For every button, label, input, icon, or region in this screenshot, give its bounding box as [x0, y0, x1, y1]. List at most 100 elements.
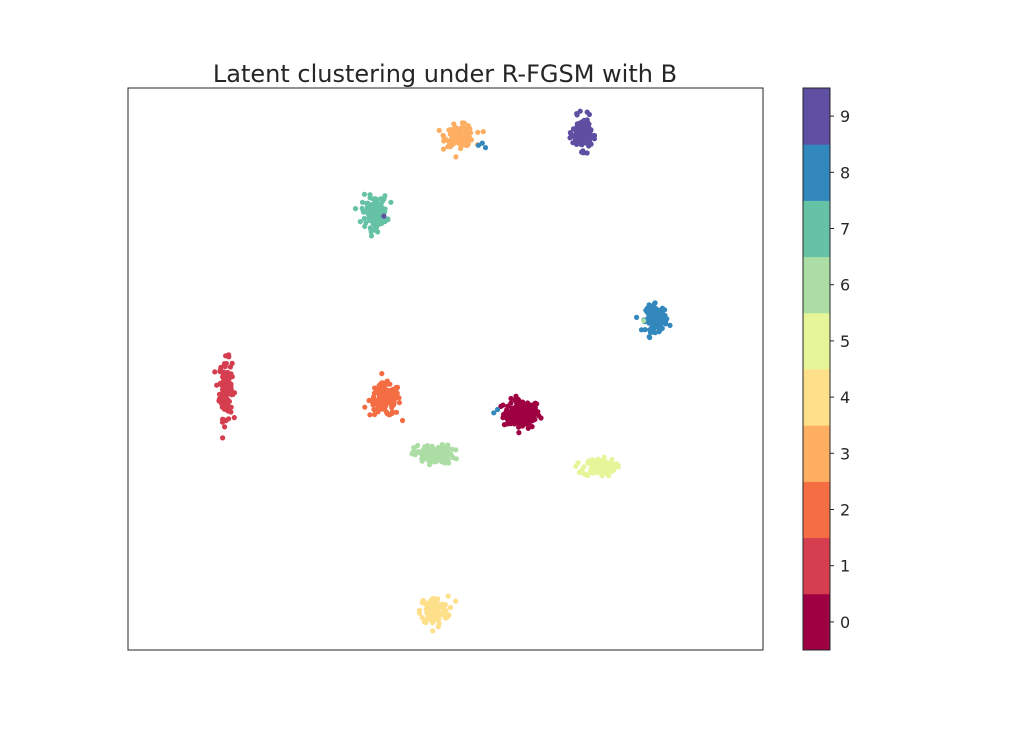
colorbar-ticks: 0 1 2 3 4 5 6 7 8 9 [830, 107, 850, 632]
data-point [220, 435, 226, 441]
data-point [578, 133, 584, 139]
cluster-7 [352, 191, 394, 239]
data-point [371, 406, 377, 413]
data-point [378, 220, 385, 227]
data-point [420, 600, 426, 606]
data-point [425, 601, 431, 607]
data-point [368, 233, 375, 239]
data-point [417, 450, 423, 456]
data-point [509, 413, 515, 419]
data-point [229, 360, 235, 366]
data-point [220, 379, 226, 385]
data-point [601, 454, 607, 460]
data-point [610, 467, 616, 473]
scatter-points [212, 108, 673, 634]
data-point [452, 132, 459, 138]
data-point [361, 215, 367, 222]
data-point [366, 397, 372, 404]
outlier-point [453, 598, 459, 604]
data-point [424, 610, 430, 616]
cluster-9 [567, 108, 598, 156]
data-point [370, 196, 376, 202]
data-point [409, 451, 415, 457]
data-point [576, 469, 582, 476]
data-point [458, 145, 464, 152]
data-point [467, 126, 473, 132]
data-point [231, 390, 238, 396]
data-point [647, 329, 654, 336]
data-point [529, 424, 535, 430]
cluster-6 [409, 441, 459, 468]
data-point [508, 395, 514, 402]
data-point [368, 229, 374, 235]
data-point [529, 410, 536, 416]
cluster-5 [573, 454, 621, 479]
data-point [646, 302, 652, 308]
data-point [604, 463, 610, 469]
data-point [221, 400, 227, 406]
data-point [519, 423, 526, 429]
data-point [429, 453, 435, 459]
outlier-point [475, 142, 482, 148]
data-point [436, 450, 442, 456]
data-point [453, 154, 459, 160]
cluster-3 [436, 120, 486, 160]
data-point [214, 382, 220, 388]
plot-frame [127, 87, 764, 651]
data-point [459, 135, 465, 141]
data-point [220, 416, 226, 422]
data-point [445, 442, 451, 448]
data-point [441, 444, 447, 450]
data-point [589, 464, 595, 470]
data-point [458, 131, 464, 137]
data-point [440, 132, 446, 138]
data-point [441, 602, 447, 608]
colorbar-segment [803, 593, 830, 651]
data-point [357, 219, 363, 225]
data-point [384, 391, 390, 398]
data-point [532, 400, 539, 406]
colorbar-tick-label: 7 [840, 220, 850, 239]
colorbar-segment [803, 537, 830, 595]
data-point [228, 409, 234, 415]
data-point [567, 135, 573, 141]
data-point [584, 150, 590, 156]
colorbar-segment [803, 481, 830, 539]
data-point [376, 213, 382, 219]
data-point [367, 412, 373, 418]
data-point [226, 380, 232, 386]
data-point [376, 383, 382, 389]
data-point [425, 448, 431, 454]
data-point [657, 313, 663, 319]
colorbar-segment [803, 256, 830, 314]
colorbar-tick-label: 1 [840, 557, 850, 576]
colorbar-tick-label: 5 [840, 332, 850, 351]
data-point [376, 207, 382, 213]
colorbar-segment [803, 425, 830, 482]
data-point [440, 449, 447, 455]
data-point [516, 419, 522, 425]
data-point [396, 395, 402, 401]
colorbar: 0 1 2 3 4 5 6 7 8 9 [802, 87, 850, 651]
data-point [423, 619, 429, 625]
data-point [584, 128, 590, 134]
data-point [374, 201, 380, 207]
colorbar-tick-label: 6 [840, 276, 850, 295]
colorbar-tick-label: 9 [840, 107, 850, 126]
data-point [389, 410, 395, 416]
data-point [513, 393, 519, 399]
data-point [535, 409, 541, 415]
data-point [586, 458, 592, 464]
data-point [394, 385, 400, 392]
colorbar-tick-label: 0 [840, 613, 850, 632]
data-point [367, 225, 373, 231]
data-point [609, 462, 615, 468]
data-point [451, 139, 457, 145]
data-point [466, 131, 472, 137]
data-point [352, 206, 359, 212]
data-point [652, 319, 658, 325]
data-point [220, 392, 226, 398]
data-point [574, 111, 580, 117]
data-point [609, 457, 615, 463]
